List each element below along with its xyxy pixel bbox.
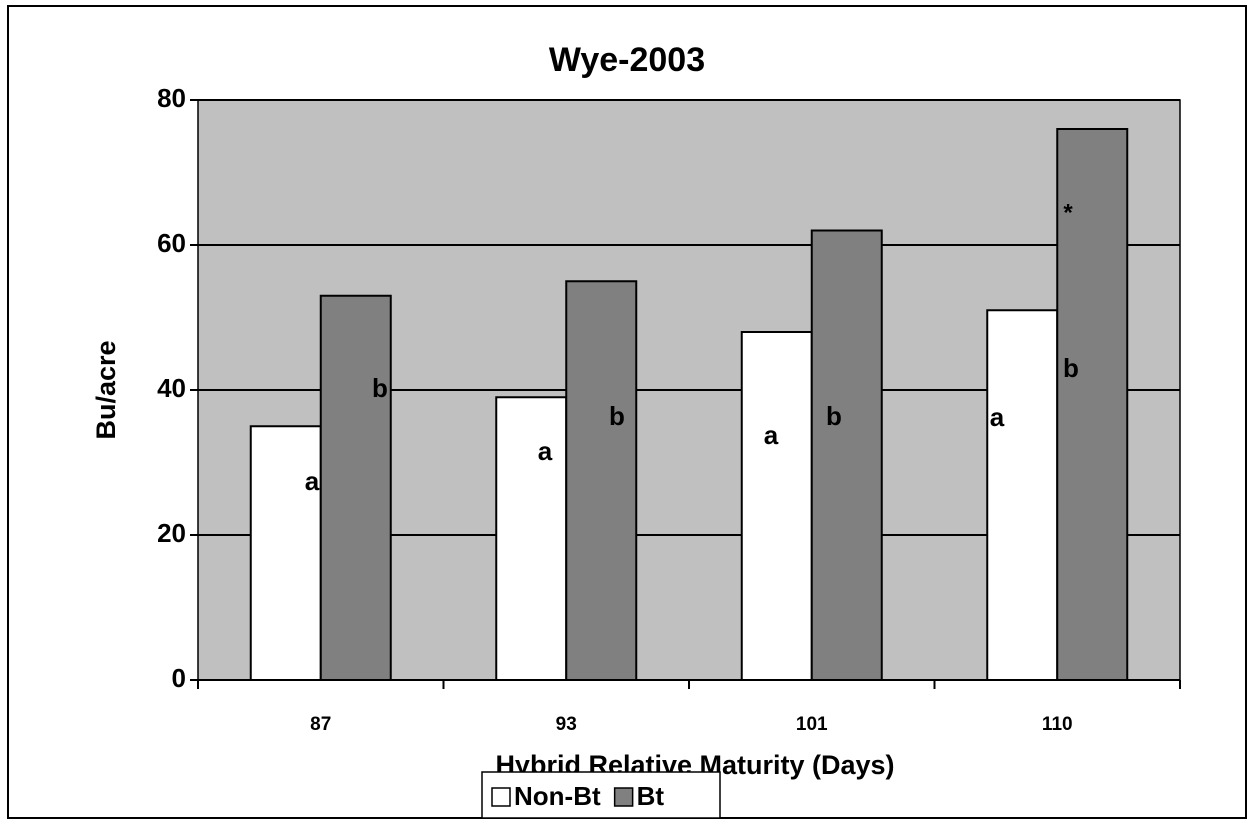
bar [740,331,813,681]
legend: Non-Bt Bt [481,771,721,819]
significance-label: b [1063,353,1079,383]
annotation: * [1063,199,1073,226]
legend-label: Bt [637,781,665,811]
bar [495,396,568,681]
legend-label: Non-Bt [514,781,601,811]
legend-swatch [613,787,634,807]
x-tick-label: 110 [1042,714,1073,735]
x-tick-label: 101 [796,714,828,735]
x-tick-label: 93 [556,714,577,735]
bar [1056,128,1129,681]
bar [565,280,638,681]
bar [249,425,322,681]
significance-label: b [826,401,842,431]
bar [986,309,1059,681]
significance-label: a [538,436,553,466]
significance-label: a [990,402,1005,432]
bar [810,229,883,681]
legend-swatch [491,787,511,807]
y-tick-label: 60 [157,228,186,258]
significance-label: b [372,373,388,403]
significance-label: a [305,466,320,496]
significance-label: b [609,401,625,431]
legend-box [481,771,721,819]
y-tick-label: 20 [157,518,186,548]
bar [319,294,392,681]
y-tick-label: 0 [172,663,186,693]
y-axis-label: Bu/acre [91,340,121,439]
y-tick-label: 40 [157,373,186,403]
y-tick-label: 80 [157,83,186,113]
x-tick-label: 87 [310,714,331,735]
significance-label: a [764,420,779,450]
chart-title: Wye-2003 [549,41,705,79]
